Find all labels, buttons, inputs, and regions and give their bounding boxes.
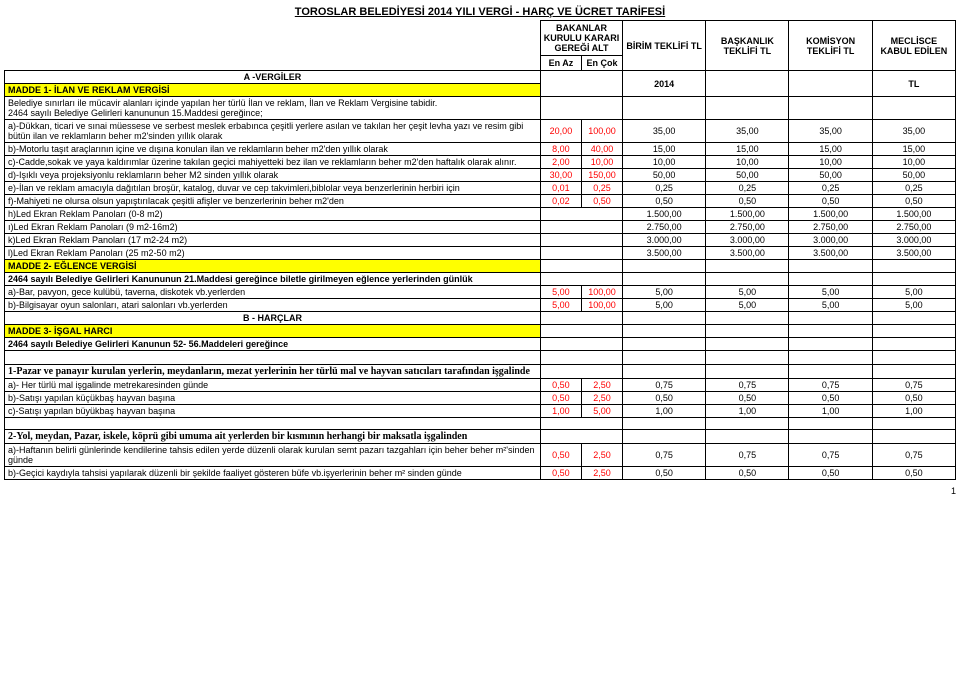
row-l: l)Led Ekran Reklam Panoları (25 m2-50 m2…: [5, 247, 956, 260]
row4-b-label: b)-Geçici kaydıyla tahsisi yapılarak düz…: [5, 467, 541, 480]
row-a-v2: 35,00: [789, 120, 872, 143]
blank-row-2: [5, 418, 956, 430]
hdr-meclis: MECLİSCE KABUL EDİLEN: [872, 21, 955, 71]
row2-a: a)-Bar, pavyon, gece kulübü, taverna, di…: [5, 286, 956, 299]
hdr-encok: En Çok: [581, 56, 622, 71]
row4-a-label: a)-Haftanın belirli günlerinde kendileri…: [5, 444, 541, 467]
row-a-v0: 35,00: [623, 120, 706, 143]
hdr-enaz: En Az: [540, 56, 581, 71]
madde3-sub1: 1-Pazar ve panayır kurulan yerlerin, mey…: [5, 365, 541, 379]
hdr-bakanlar: BAKANLAR KURULU KARARI GEREĞİ ALT: [540, 21, 622, 56]
row-h-label: h)Led Ekran Reklam Panoları (0-8 m2): [5, 208, 541, 221]
row3-c: c)-Satışı yapılan büyükbaş hayvan başına…: [5, 405, 956, 418]
row-a: a)-Dükkan, ticari ve sınai müessese ve s…: [5, 120, 956, 143]
header-row-1: BAKANLAR KURULU KARARI GEREĞİ ALT BİRİM …: [5, 21, 956, 56]
hdr-komisyon: KOMİSYON TEKLİFİ TL: [789, 21, 872, 71]
page-number: 1: [4, 480, 956, 496]
madde1-desc: Belediye sınırları ile mücavir alanları …: [5, 97, 541, 120]
row-a-label: a)-Dükkan, ticari ve sınai müessese ve s…: [5, 120, 541, 143]
row-h: h)Led Ekran Reklam Panoları (0-8 m2) 1.5…: [5, 208, 956, 221]
row-d-label: d)-Işıklı veya projeksiyonlu reklamların…: [5, 169, 541, 182]
row-i: ı)Led Ekran Reklam Panoları (9 m2-16m2) …: [5, 221, 956, 234]
section-a-row: A -VERGİLER 2014 TL: [5, 71, 956, 84]
row4-a: a)-Haftanın belirli günlerinde kendileri…: [5, 444, 956, 467]
row-i-label: ı)Led Ekran Reklam Panoları (9 m2-16m2): [5, 221, 541, 234]
row-l-label: l)Led Ekran Reklam Panoları (25 m2-50 m2…: [5, 247, 541, 260]
row-b: b)-Motorlu taşıt araçlarının içine ve dı…: [5, 143, 956, 156]
year-cell: 2014: [623, 71, 706, 97]
section-b-label: B - HARÇLAR: [5, 312, 541, 325]
row2-b-label: b)-Bilgisayar oyun salonları, atari salo…: [5, 299, 541, 312]
section-b-row: B - HARÇLAR: [5, 312, 956, 325]
row-f-label: f)-Mahiyeti ne olursa olsun yapıştırılac…: [5, 195, 541, 208]
row3-b-label: b)-Satışı yapılan küçükbaş hayvan başına: [5, 392, 541, 405]
row3-a: a)- Her türlü mal işgalinde metrekaresin…: [5, 379, 956, 392]
madde3-desc: 2464 sayılı Belediye Gelirleri Kanunun 5…: [5, 338, 541, 351]
row2-b: b)-Bilgisayar oyun salonları, atari salo…: [5, 299, 956, 312]
row-c-label: c)-Cadde,sokak ve yaya kaldırımlar üzeri…: [5, 156, 541, 169]
madde2-desc: 2464 sayılı Belediye Gelirleri Kanununun…: [5, 273, 541, 286]
row-c: c)-Cadde,sokak ve yaya kaldırımlar üzeri…: [5, 156, 956, 169]
madde2-title: MADDE 2- EĞLENCE VERGİSİ: [5, 260, 541, 273]
madde2-desc-row: 2464 sayılı Belediye Gelirleri Kanununun…: [5, 273, 956, 286]
madde1-desc-row: Belediye sınırları ile mücavir alanları …: [5, 97, 956, 120]
row-a-ac: 100,00: [581, 120, 622, 143]
row-d: d)-Işıklı veya projeksiyonlu reklamların…: [5, 169, 956, 182]
row-f: f)-Mahiyeti ne olursa olsun yapıştırılac…: [5, 195, 956, 208]
madde3-row: MADDE 3- İŞGAL HARCI: [5, 325, 956, 338]
madde1-title: MADDE 1- İLAN VE REKLAM VERGİSİ: [5, 84, 541, 97]
blank-row: [5, 351, 956, 365]
madde3-sub1-row: 1-Pazar ve panayır kurulan yerlerin, mey…: [5, 365, 956, 379]
row3-b: b)-Satışı yapılan küçükbaş hayvan başına…: [5, 392, 956, 405]
row-a-v3: 35,00: [872, 120, 955, 143]
tariff-table: BAKANLAR KURULU KARARI GEREĞİ ALT BİRİM …: [4, 20, 956, 480]
section-a-label: A -VERGİLER: [5, 71, 541, 84]
hdr-baskanlik: BAŞKANLIK TEKLİFİ TL: [706, 21, 789, 71]
row-k-label: k)Led Ekran Reklam Panoları (17 m2-24 m2…: [5, 234, 541, 247]
madde3-title: MADDE 3- İŞGAL HARCI: [5, 325, 541, 338]
row2-a-label: a)-Bar, pavyon, gece kulübü, taverna, di…: [5, 286, 541, 299]
tl-cell: TL: [872, 71, 955, 97]
row3-c-label: c)-Satışı yapılan büyükbaş hayvan başına: [5, 405, 541, 418]
row-e-label: e)-İlan ve reklam amacıyla dağıtılan bro…: [5, 182, 541, 195]
hdr-birim: BİRİM TEKLİFİ TL: [623, 21, 706, 71]
madde2-row: MADDE 2- EĞLENCE VERGİSİ: [5, 260, 956, 273]
row-k: k)Led Ekran Reklam Panoları (17 m2-24 m2…: [5, 234, 956, 247]
madde3-sub2: 2-Yol, meydan, Pazar, iskele, köprü gibi…: [5, 430, 541, 444]
row4-b: b)-Geçici kaydıyla tahsisi yapılarak düz…: [5, 467, 956, 480]
row-b-label: b)-Motorlu taşıt araçlarının içine ve dı…: [5, 143, 541, 156]
madde3-sub2-row: 2-Yol, meydan, Pazar, iskele, köprü gibi…: [5, 430, 956, 444]
row3-a-label: a)- Her türlü mal işgalinde metrekaresin…: [5, 379, 541, 392]
madde3-desc-row: 2464 sayılı Belediye Gelirleri Kanunun 5…: [5, 338, 956, 351]
doc-title: TOROSLAR BELEDİYESİ 2014 YILI VERGİ - HA…: [4, 4, 956, 20]
row-a-al: 20,00: [540, 120, 581, 143]
row-a-v1: 35,00: [706, 120, 789, 143]
row-e: e)-İlan ve reklam amacıyla dağıtılan bro…: [5, 182, 956, 195]
